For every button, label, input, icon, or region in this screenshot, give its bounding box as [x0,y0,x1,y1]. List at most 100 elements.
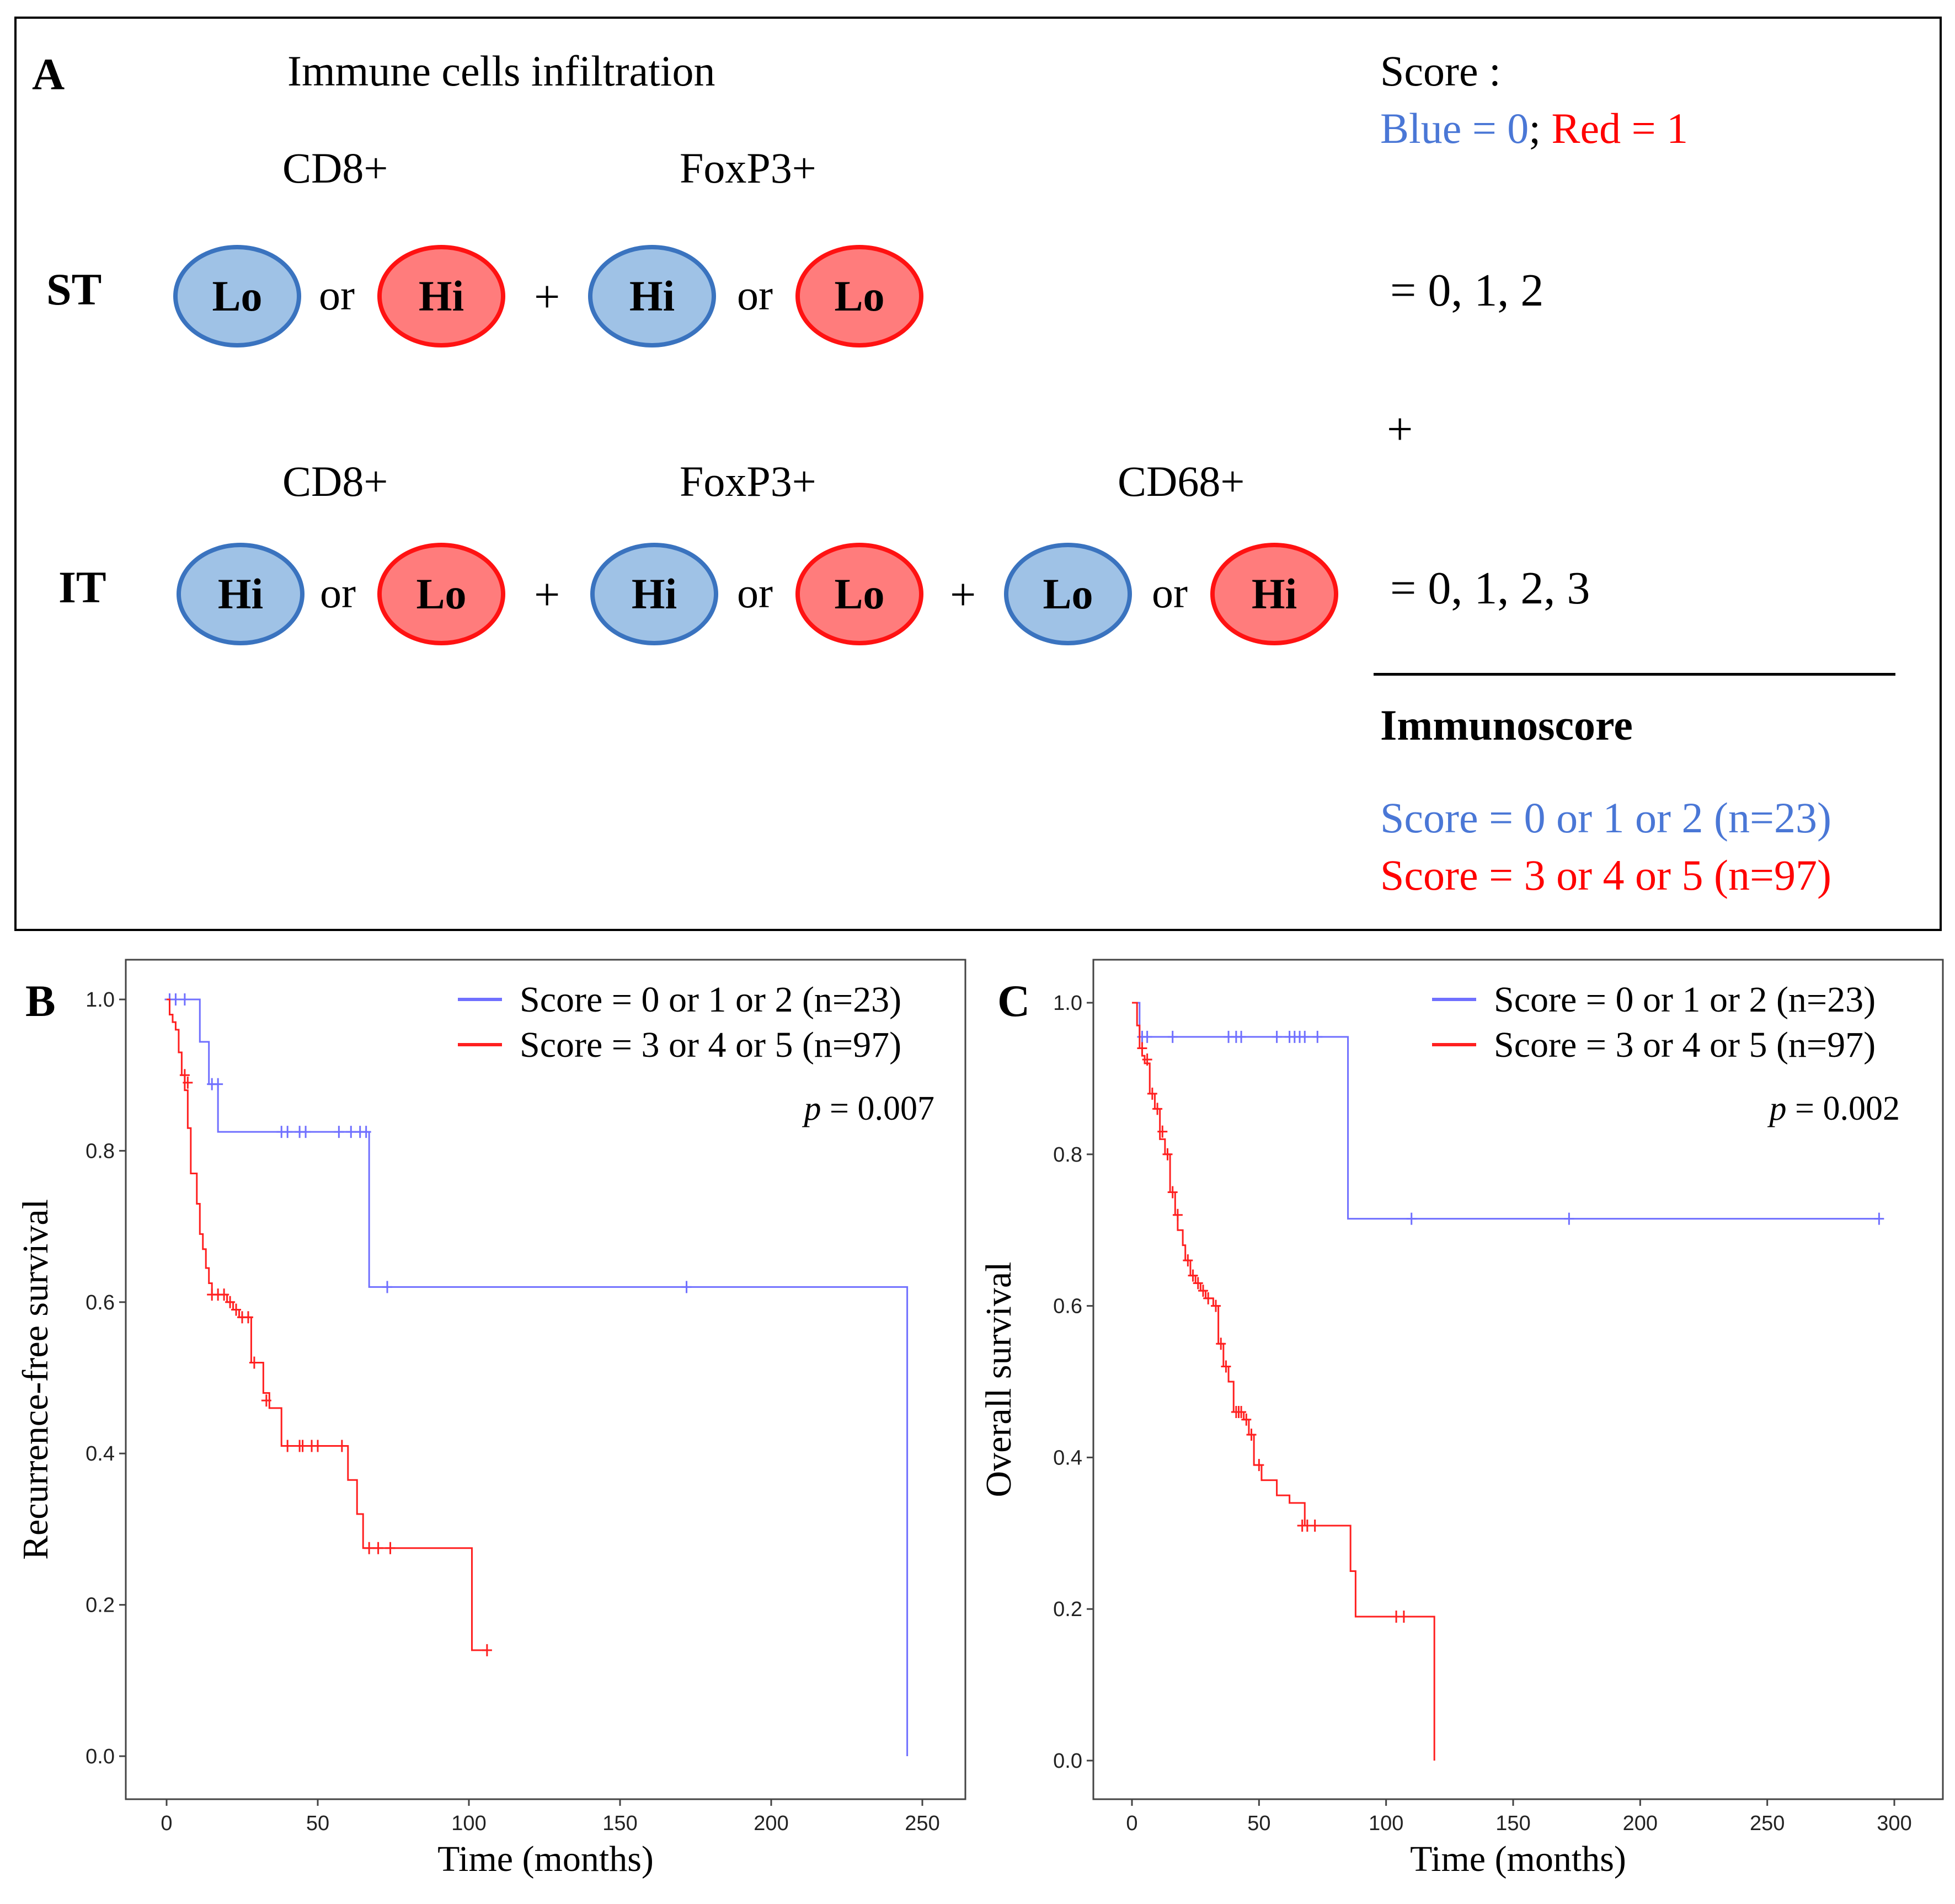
censor-mark [1183,1254,1193,1267]
y-tick-label: 0.8 [1053,1143,1082,1167]
it-marker-cd68: CD68+ [1118,457,1245,505]
censor-mark [1167,1030,1178,1043]
censor-mark [1254,1459,1264,1472]
legend-label: Score = 0 or 1 or 2 (n=23) [1494,980,1876,1020]
censor-mark [1172,1208,1183,1221]
x-tick-label: 250 [905,1812,939,1835]
st-row-label: ST [46,264,102,314]
y-tick-label: 0.4 [1053,1446,1082,1469]
x-tick-label: 150 [1495,1812,1530,1835]
p-value-number: = 0.007 [830,1090,934,1127]
score-legend: Blue = 0; Red = 1 [1380,104,1688,153]
legend-label: Score = 3 or 4 or 5 (n=97) [520,1025,901,1065]
censor-mark [261,1394,271,1407]
censor-mark [282,1440,293,1452]
censor-mark [1211,1299,1221,1312]
plus-sign: + [534,271,560,323]
km-curve-low-score [167,998,909,1756]
censor-mark [313,1440,323,1452]
censor-mark [1564,1212,1574,1225]
score-title: Score : [1380,47,1501,95]
score-blue-text: Blue = 0 [1380,104,1529,152]
y-tick-label: 0.8 [86,1140,115,1163]
it-cd68-hi-ellipse: Hi [1210,543,1338,645]
st-cd8-lo-ellipse: Lo [173,245,301,347]
censor-mark [1147,1087,1157,1100]
chart-c-overall: 0.0 0.2 0.4 0.6 0.8 1.0 0 50 100 150 200 250 300 Time… [979,959,1944,1879]
legend-label: Score = 3 or 4 or 5 (n=97) [1494,1025,1876,1065]
chart-b-recurrence-free: 0.0 0.2 0.4 0.6 0.8 1.0 0 50 100 150 200 250 Time (m… [15,959,966,1879]
censor-mark [1152,1103,1163,1115]
censor-mark [1236,1030,1247,1043]
p-value-symbol: p [1767,1090,1796,1127]
y-tick-label: 0.0 [86,1745,115,1768]
panel-a-title: Immune cells infiltration [287,47,715,95]
immunoscore-high: Score = 3 or 4 or 5 (n=97) [1380,851,1831,899]
censor-mark [183,1076,193,1089]
it-result: = 0, 1, 2, 3 [1390,563,1590,614]
panel-b-letter: B [25,976,56,1026]
immunoscore-low: Score = 0 or 1 or 2 (n=23) [1380,794,1831,842]
km-curve-high-score [1132,1002,1435,1761]
censor-mark [1167,1186,1178,1199]
or-text: or [1152,569,1188,617]
x-tick-label: 300 [1877,1812,1911,1835]
censor-mark [301,1126,311,1138]
p-value: p = 0.002 [1767,1090,1900,1127]
censor-mark [361,1126,371,1138]
plot-frame [1092,959,1944,1800]
p-value: p = 0.007 [802,1090,934,1127]
st-marker-foxp3: FoxP3+ [680,144,816,192]
plus-sign: + [950,569,976,621]
x-tick-label: 100 [451,1812,486,1835]
censor-mark [1310,1520,1320,1532]
st-marker-cd8: CD8+ [282,144,388,192]
x-tick-label: 100 [1369,1812,1403,1835]
x-tick-label: 200 [1623,1812,1658,1835]
y-axis-title: Recurrence-free survival [15,1199,56,1560]
it-marker-foxp3: FoxP3+ [680,457,816,505]
censor-mark [231,1303,242,1316]
km-curve-high-score [167,998,487,1651]
or-text: or [737,569,773,617]
plus-sign-between-rows: + [1387,404,1413,455]
censor-mark [1203,1292,1214,1304]
censor-mark [1137,1042,1147,1055]
st-foxp3-hi-ellipse: Hi [588,245,716,347]
censor-mark [1236,1405,1247,1418]
x-tick-label: 50 [306,1812,329,1835]
st-cd8-hi-ellipse: Hi [377,245,505,347]
censor-mark [385,1542,396,1554]
censor-mark [1241,1413,1252,1426]
censor-mark [1406,1212,1417,1225]
censor-mark [1221,1360,1231,1373]
or-text: or [737,271,773,319]
panel-a-letter: A [32,49,65,99]
censor-mark [282,1126,293,1138]
censor-mark [364,1542,375,1554]
or-text: or [320,569,356,617]
plus-sign: + [534,569,560,621]
x-tick-label: 150 [602,1812,637,1835]
p-value-number: = 0.002 [1795,1090,1900,1127]
it-marker-cd8: CD8+ [282,457,388,505]
score-red-text: Red = 1 [1551,104,1689,152]
censor-mark [1142,1053,1152,1066]
censor-mark [1216,1338,1226,1350]
censor-mark [297,1440,308,1452]
censor-mark [179,993,190,1006]
censor-mark [1272,1030,1282,1043]
st-foxp3-lo-ellipse: Lo [795,245,923,347]
censor-mark [1162,1148,1173,1160]
y-tick-label: 0.2 [86,1594,115,1617]
censor-mark [382,1281,393,1293]
censor-mark [373,1542,383,1554]
censor-mark [334,1126,344,1138]
censor-mark [1312,1030,1323,1043]
censor-mark [1188,1269,1198,1282]
x-tick-label: 0 [1126,1812,1137,1835]
censor-mark [1198,1285,1208,1297]
censor-mark [225,1296,236,1308]
y-tick-label: 0.0 [1053,1750,1082,1773]
x-tick-label: 250 [1750,1812,1785,1835]
